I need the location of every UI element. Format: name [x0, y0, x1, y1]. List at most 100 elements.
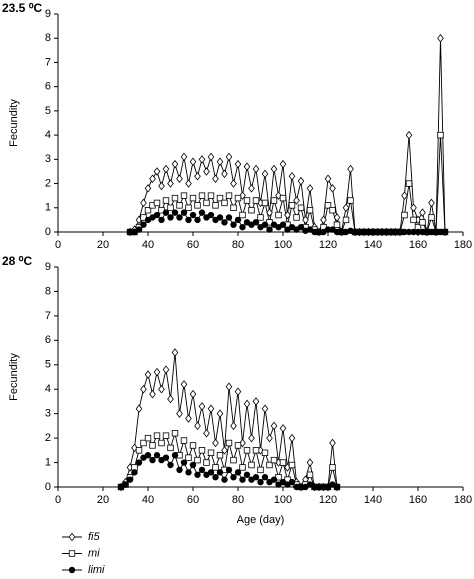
- marker: [234, 469, 242, 476]
- marker: [243, 447, 251, 454]
- marker: [212, 474, 219, 481]
- marker: [428, 214, 435, 221]
- marker: [180, 209, 188, 216]
- x-tick-label: 160: [409, 239, 427, 251]
- marker: [176, 409, 183, 418]
- marker: [333, 483, 341, 491]
- marker: [68, 532, 76, 542]
- marker: [212, 438, 219, 448]
- marker: [239, 476, 246, 483]
- marker: [441, 228, 449, 236]
- x-tick-label: 140: [364, 239, 382, 251]
- marker: [234, 442, 242, 449]
- marker: [149, 174, 156, 183]
- marker: [239, 211, 246, 219]
- marker: [194, 421, 201, 431]
- marker: [288, 433, 296, 443]
- marker: [144, 370, 152, 379]
- x-tick-label: 120: [319, 239, 337, 251]
- marker: [153, 167, 161, 176]
- marker: [212, 464, 219, 471]
- marker: [347, 197, 354, 204]
- marker: [279, 194, 287, 202]
- x-tick-label: 80: [232, 239, 244, 251]
- marker: [252, 164, 260, 174]
- marker: [225, 192, 233, 199]
- x-tick-label: 180: [454, 239, 472, 251]
- marker: [288, 478, 296, 486]
- marker: [171, 209, 179, 216]
- marker: [221, 199, 228, 207]
- marker: [234, 216, 242, 224]
- marker: [189, 442, 197, 449]
- marker: [131, 443, 138, 453]
- marker: [68, 550, 76, 557]
- marker: [261, 169, 269, 179]
- marker: [252, 397, 260, 406]
- y-tick-label: 2: [45, 177, 51, 189]
- marker: [176, 202, 183, 209]
- marker: [252, 219, 260, 226]
- marker: [167, 444, 174, 452]
- marker: [185, 454, 192, 461]
- marker: [230, 474, 237, 481]
- x-tick-label: 0: [55, 239, 61, 251]
- marker: [207, 152, 215, 162]
- marker: [171, 194, 179, 202]
- marker: [297, 204, 305, 211]
- marker: [153, 432, 161, 439]
- marker: [221, 219, 228, 226]
- marker: [270, 456, 278, 464]
- y-tick-label: 0: [45, 481, 51, 493]
- marker: [216, 194, 224, 202]
- y-tick-label: 1: [45, 456, 51, 468]
- marker: [140, 221, 147, 228]
- marker: [198, 447, 206, 454]
- x-tick-label: 0: [55, 494, 61, 506]
- marker: [144, 452, 152, 459]
- marker: [266, 461, 273, 469]
- marker: [329, 184, 336, 193]
- marker: [405, 180, 413, 187]
- marker: [266, 208, 273, 217]
- marker: [221, 169, 228, 179]
- marker: [293, 214, 300, 221]
- y-tick-label: 5: [45, 359, 51, 371]
- y-tick-label: 7: [45, 310, 51, 322]
- marker: [180, 380, 188, 389]
- marker: [171, 348, 179, 357]
- marker: [279, 159, 287, 169]
- y-tick-label: 6: [45, 81, 51, 93]
- marker: [158, 216, 165, 224]
- marker: [243, 399, 251, 409]
- marker: [194, 202, 201, 209]
- marker: [270, 197, 278, 204]
- marker: [198, 466, 206, 474]
- marker: [185, 216, 192, 224]
- marker: [203, 428, 210, 438]
- x-tick-label: 140: [364, 494, 382, 506]
- marker: [167, 179, 174, 188]
- y-tick-label: 3: [45, 153, 51, 165]
- marker: [230, 456, 237, 464]
- marker: [144, 434, 152, 442]
- y-tick-label: 9: [45, 8, 51, 20]
- marker: [324, 202, 332, 209]
- marker: [185, 204, 192, 211]
- marker: [225, 214, 233, 221]
- marker: [194, 471, 201, 478]
- legend-label: mi: [88, 547, 100, 559]
- marker: [302, 215, 309, 225]
- marker: [203, 459, 210, 466]
- marker: [248, 461, 255, 469]
- y-tick-label: 2: [45, 432, 51, 444]
- marker: [248, 206, 255, 214]
- marker: [207, 192, 215, 199]
- marker: [401, 211, 408, 219]
- marker: [216, 214, 224, 221]
- marker: [279, 459, 287, 466]
- marker: [162, 164, 170, 174]
- marker: [149, 456, 156, 464]
- marker: [419, 208, 426, 217]
